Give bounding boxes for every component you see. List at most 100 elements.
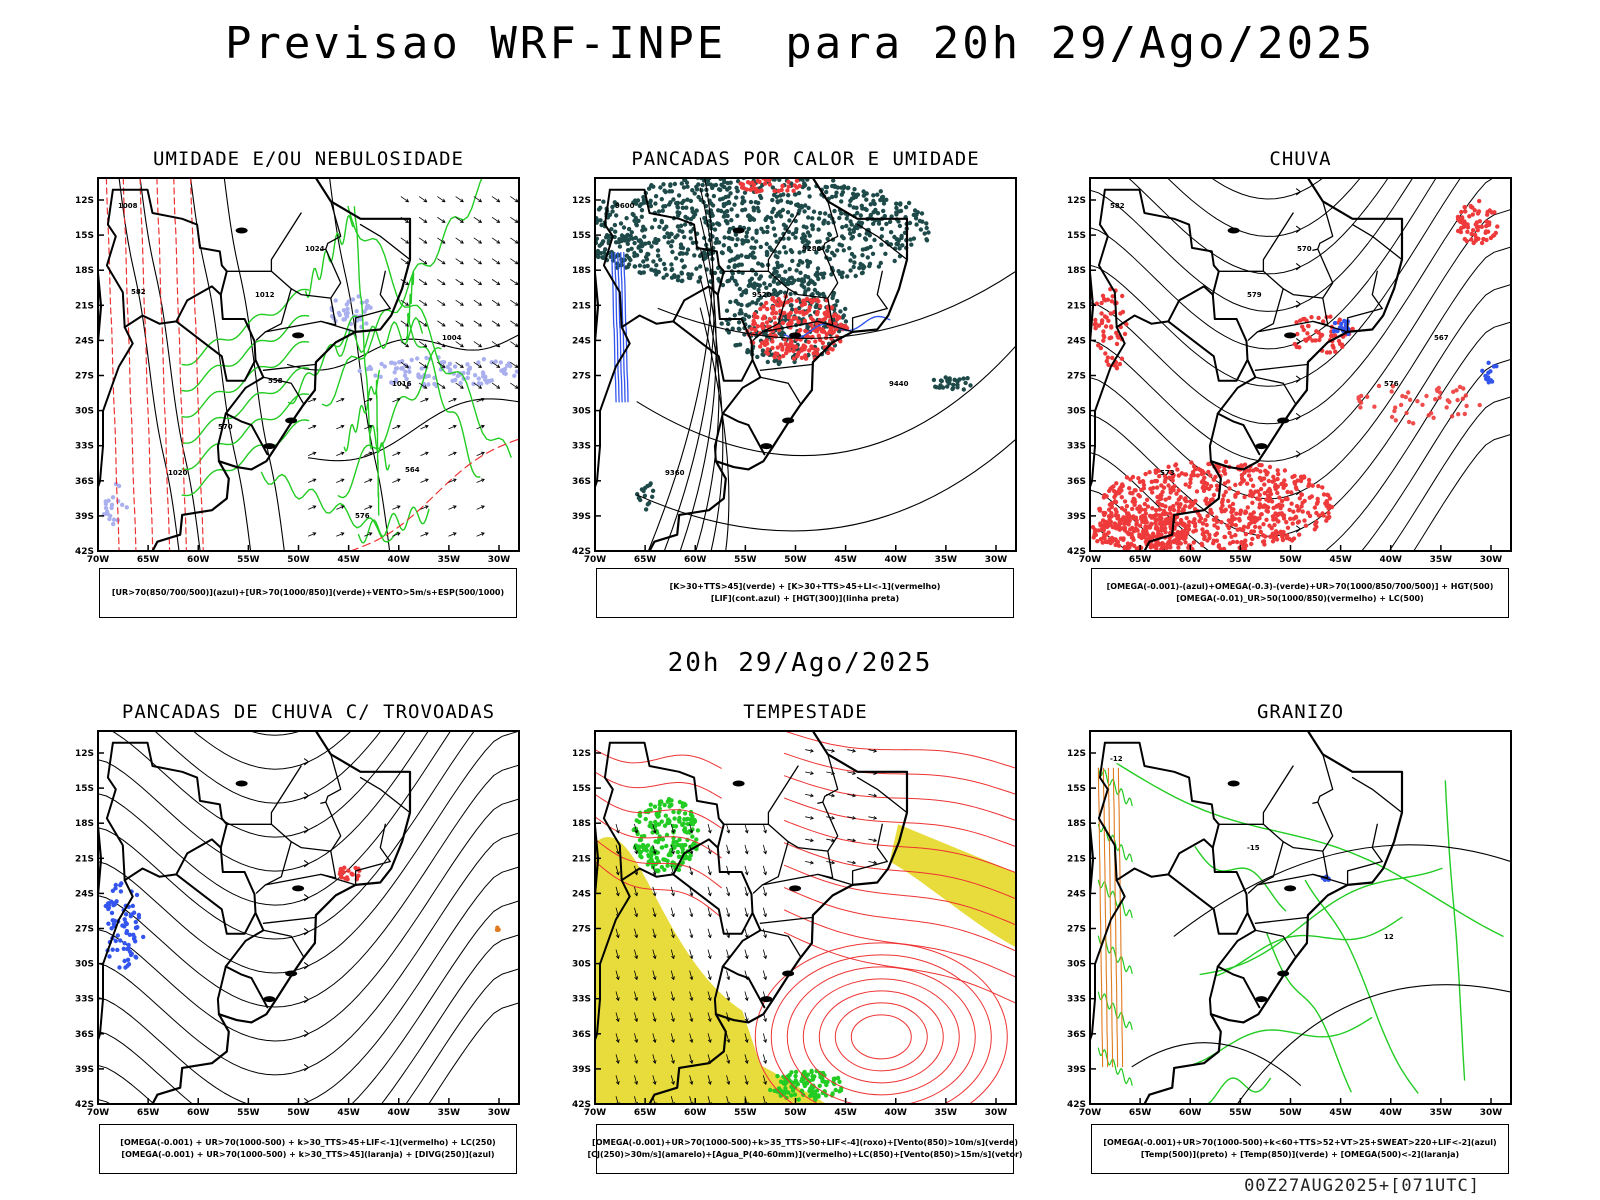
y-tick-label: 21S [1067,854,1086,864]
x-tick-label: 70W [584,555,607,565]
y-tick-label: 12S [75,196,94,206]
contour-label: 9280 [802,245,822,253]
y-tick-label: 30S [572,960,591,970]
x-tick-label: 30W [488,555,511,565]
x-tick-label: 60W [684,555,707,565]
legend-text: [OMEGA(-0.001)+UR>70(1000-500)+k<60+TTS>… [1103,1138,1497,1147]
x-tick-label: 35W [1430,555,1453,565]
panel-title: GRANIZO [1256,701,1345,723]
x-tick-label: 50W [287,1108,310,1118]
panel-title: UMIDADE E/OU NEBULOSIDADE [153,148,464,170]
x-tick-label: 30W [985,555,1008,565]
y-tick-label: 42S [75,1100,94,1110]
map-legend: [OMEGA(-0.001)-(azul)+OMEGA(-0.3)-(verde… [1091,568,1509,618]
y-tick-label: 42S [1067,547,1086,557]
y-tick-label: 21S [75,854,94,864]
x-tick-label: 35W [935,555,958,565]
y-tick-label: 21S [572,301,591,311]
forecast-map: 1008 1012 1016 1020 1024 1004 570 576 582 558 564 1… [75,177,520,565]
y-tick-label: 36S [75,477,94,487]
y-tick-label: 12S [1067,196,1086,206]
y-tick-label: 39S [572,1065,591,1075]
valid-time-label: 20h 29/Ago/2025 [667,648,933,678]
y-tick-label: 36S [1067,477,1086,487]
y-tick-label: 15S [572,231,591,241]
y-tick-label: 27S [75,925,94,935]
x-tick-label: 45W [337,555,360,565]
x-tick-label: 30W [985,1108,1008,1118]
y-tick-label: 33S [75,442,94,452]
x-tick-label: 30W [1480,1108,1503,1118]
y-tick-label: 36S [572,1030,591,1040]
panel-title: CHUVA [1269,148,1332,170]
y-tick-label: 30S [572,407,591,417]
panel-title: PANCADAS POR CALOR E UMIDADE [631,148,980,170]
x-tick-label: 50W [1279,1108,1302,1118]
contour-label: 1012 [255,291,275,299]
y-tick-label: 24S [75,889,94,899]
forecast-map: 582 579 576 573 570 567 12S 15S 18S 21S 24S 27S 30S 3… [1067,177,1512,565]
y-tick-label: 18S [75,266,94,276]
x-tick-label: 30W [488,1108,511,1118]
map-legend: [UR>70(850/700/500)](azul)+[UR>70(1000/8… [99,568,517,618]
contour-label: 576 [355,512,370,520]
contour-label: 9600 [615,202,635,210]
legend-text: [OMEGA(-0.001) + UR>70(1000-500) + k>30_… [121,1150,495,1159]
x-tick-label: 55W [237,555,260,565]
y-tick-label: 36S [75,1030,94,1040]
x-tick-label: 40W [388,555,411,565]
y-tick-label: 24S [572,889,591,899]
x-tick-label: 45W [1329,1108,1352,1118]
y-tick-label: 27S [572,925,591,935]
contour-label: -12 [1110,755,1123,763]
x-tick-label: 50W [1279,555,1302,565]
y-tick-label: 24S [572,336,591,346]
contour-label: 582 [131,288,146,296]
x-tick-label: 40W [1380,555,1403,565]
x-tick-label: 50W [784,555,807,565]
contour-label: 1016 [392,380,412,388]
y-tick-label: 18S [1067,819,1086,829]
y-tick-label: 42S [572,547,591,557]
y-tick-label: 42S [572,1100,591,1110]
y-tick-label: 42S [1067,1100,1086,1110]
x-tick-label: 35W [935,1108,958,1118]
x-tick-label: 60W [187,555,210,565]
x-tick-label: 70W [87,1108,110,1118]
x-tick-label: 60W [684,1108,707,1118]
legend-text: [OMEGA(-0.001) + UR>70(1000-500) + k>30_… [120,1138,496,1147]
y-tick-label: 30S [75,407,94,417]
contour-label: 567 [1434,334,1449,342]
forecast-map: 9600 9520 9440 9360 9280 12S 15S 18S 21S 24S 27S 30… [572,177,1017,565]
x-tick-label: 60W [1179,555,1202,565]
x-tick-label: 65W [137,1108,160,1118]
legend-text: [OMEGA(-0.01)_UR>50(1000/850)(vermelho) … [1176,594,1424,603]
map-legend: [K>30+TTS>45](verde) + [K>30+TTS>45+LI<-… [596,568,1014,618]
x-tick-label: 45W [834,1108,857,1118]
y-tick-label: 18S [572,819,591,829]
y-tick-label: 39S [75,512,94,522]
contour-label: 1008 [118,202,138,210]
x-tick-label: 50W [287,555,310,565]
panel-title: TEMPESTADE [743,701,868,723]
x-tick-label: 35W [438,1108,461,1118]
contour-label: 9360 [665,469,685,477]
x-tick-label: 70W [584,1108,607,1118]
y-tick-label: 18S [1067,266,1086,276]
legend-text: [LIF](cont.azul) + [HGT(300)](linha pret… [710,594,900,603]
y-tick-label: 39S [1067,1065,1086,1075]
y-tick-label: 15S [1067,231,1086,241]
legend-text: [OMEGA(-0.001)+UR>70(1000-500)+k>35_TTS>… [592,1138,1018,1147]
forecast-map: -12 -15 12 12S 15S 18S 21S 24S 27S 30S 33S 36S 39S 42… [1067,730,1512,1118]
panel-title: PANCADAS DE CHUVA C/ TROVOADAS [121,701,496,723]
run-info-label: 00Z27AUG2025+[071UTC] [1244,1176,1480,1196]
x-tick-label: 45W [337,1108,360,1118]
contour-label: 582 [1110,202,1125,210]
y-tick-label: 33S [572,995,591,1005]
contour-label: 558 [268,377,283,385]
map-legend: [OMEGA(-0.001)+UR>70(1000-500)+k<60+TTS>… [1091,1124,1509,1174]
y-tick-label: 33S [75,995,94,1005]
x-tick-label: 40W [885,1108,908,1118]
y-tick-label: 21S [1067,301,1086,311]
